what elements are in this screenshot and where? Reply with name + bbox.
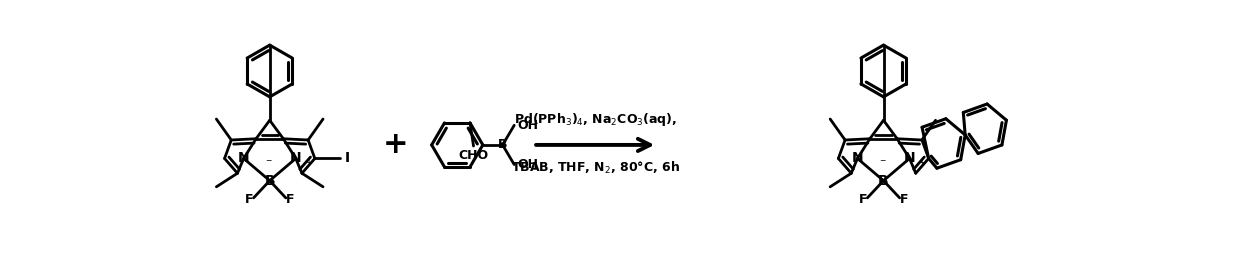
Text: N: N xyxy=(852,151,863,165)
Text: +: + xyxy=(382,131,408,159)
Text: OH: OH xyxy=(517,119,538,132)
Text: $^-$: $^-$ xyxy=(264,158,273,168)
Text: I: I xyxy=(345,151,350,165)
Text: B: B xyxy=(264,174,275,188)
Text: CHO: CHO xyxy=(459,149,489,162)
Text: F: F xyxy=(858,193,867,206)
Text: F: F xyxy=(286,193,295,206)
Text: N: N xyxy=(904,151,915,165)
Text: N: N xyxy=(238,151,249,165)
Text: Pd(PPh$_3$)$_4$, Na$_2$CO$_3$(aq),: Pd(PPh$_3$)$_4$, Na$_2$CO$_3$(aq), xyxy=(513,111,677,128)
Text: $^+$: $^+$ xyxy=(304,158,312,168)
Text: OH: OH xyxy=(517,158,538,171)
Text: B: B xyxy=(878,174,889,188)
Text: TBAB, THF, N$_2$, 80°C, 6h: TBAB, THF, N$_2$, 80°C, 6h xyxy=(511,160,680,176)
Text: B: B xyxy=(497,139,507,151)
Text: N: N xyxy=(290,151,301,165)
Text: $^+$: $^+$ xyxy=(918,158,926,168)
Text: F: F xyxy=(244,193,253,206)
Text: $^-$: $^-$ xyxy=(878,158,887,168)
Text: F: F xyxy=(900,193,909,206)
